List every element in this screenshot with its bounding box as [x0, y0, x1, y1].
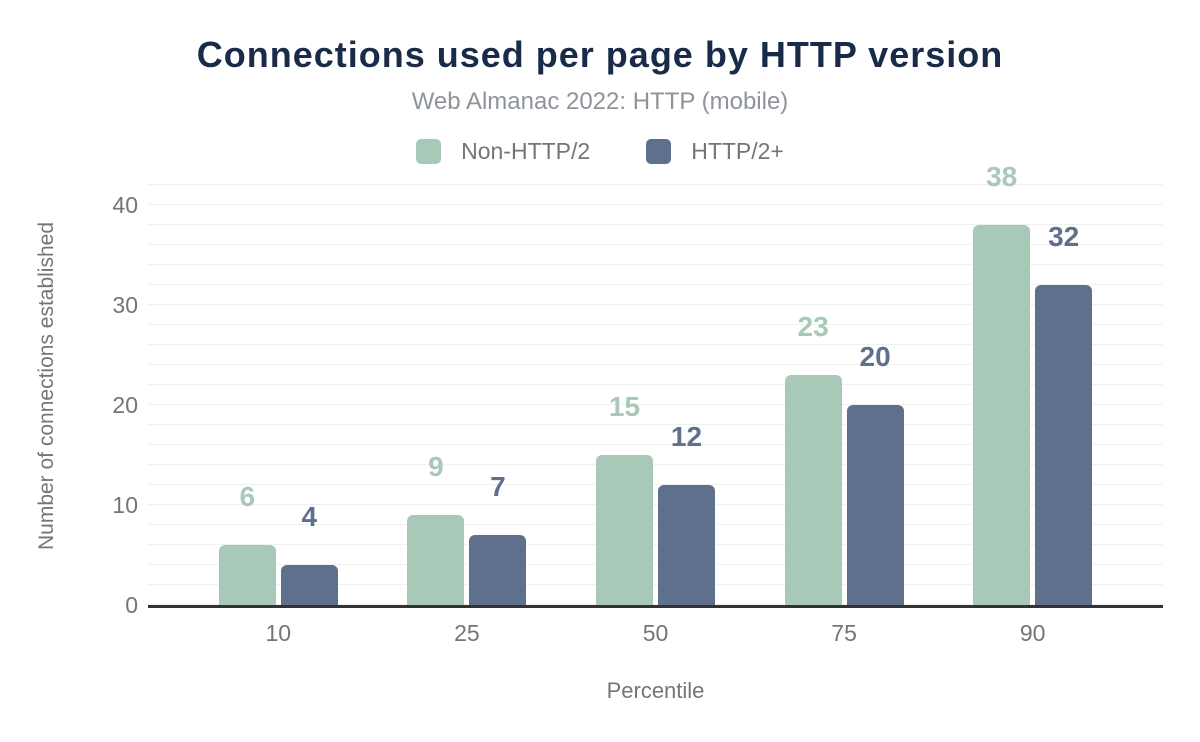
- bar-column: 9: [407, 451, 465, 605]
- value-label: 6: [239, 481, 256, 512]
- legend: Non-HTTP/2 HTTP/2+: [0, 138, 1200, 165]
- legend-item: HTTP/2+: [646, 138, 784, 165]
- y-tick-label: 0: [125, 592, 138, 618]
- bar: [469, 535, 527, 605]
- x-axis-title: Percentile: [606, 678, 705, 703]
- chart-subtitle: Web Almanac 2022: HTTP (mobile): [411, 88, 789, 115]
- bar-column: 32: [1035, 221, 1093, 605]
- plot-area: 6 4 9 7 15 12 23 20 38 32: [148, 163, 1163, 608]
- bar: [218, 545, 276, 605]
- bar-column: 23: [784, 311, 842, 605]
- bar-group: 38 32: [938, 163, 1127, 605]
- bar-column: 15: [595, 391, 653, 605]
- value-label: 38: [986, 161, 1018, 192]
- y-tick-label: 10: [112, 492, 138, 518]
- bar: [280, 565, 338, 605]
- y-tick-label: 30: [112, 292, 138, 318]
- value-label: 7: [490, 471, 506, 502]
- x-axis-ticks: 10 25 50 75 90: [148, 620, 1163, 647]
- bar: [784, 375, 842, 605]
- value-label: 4: [301, 501, 318, 532]
- plot-groups: 6 4 9 7 15 12 23 20 38 32: [148, 163, 1163, 605]
- x-tick-label: 50: [642, 620, 669, 646]
- bar-column: 4: [280, 501, 338, 605]
- value-label: 12: [670, 421, 703, 452]
- y-axis-title: Number of connections established: [35, 221, 58, 551]
- bar: [973, 225, 1031, 605]
- value-label: 15: [608, 391, 641, 422]
- legend-label: HTTP/2+: [691, 138, 784, 164]
- bar-column: 6: [218, 481, 276, 605]
- legend-swatch-icon: [646, 139, 672, 164]
- legend-label: Non-HTTP/2: [461, 138, 591, 164]
- bar: [846, 405, 904, 605]
- y-tick-label: 40: [112, 192, 138, 218]
- x-tick-label: 75: [831, 620, 857, 646]
- bar-column: 12: [657, 421, 715, 605]
- bar-column: 7: [469, 471, 527, 605]
- value-label: 23: [797, 311, 829, 342]
- x-tick-label: 10: [265, 620, 292, 646]
- bar: [595, 455, 653, 605]
- bar-group: 23 20: [750, 313, 939, 605]
- legend-item: Non-HTTP/2: [416, 138, 590, 165]
- y-tick-label: 20: [112, 392, 138, 418]
- x-tick-label: 90: [1019, 620, 1046, 646]
- chart-title: Connections used per page by HTTP versio…: [196, 34, 1004, 75]
- bar: [657, 485, 715, 605]
- value-label: 9: [428, 451, 444, 482]
- bar: [1035, 285, 1093, 605]
- value-label: 20: [859, 341, 891, 372]
- bar-group: 15 12: [561, 393, 750, 605]
- value-label: 32: [1048, 221, 1080, 252]
- x-tick-label: 25: [454, 620, 480, 646]
- bar-column: 38: [973, 161, 1031, 605]
- bar: [407, 515, 465, 605]
- bar-column: 20: [846, 341, 904, 605]
- y-axis-ticks: 0 10 20 30 40: [58, 168, 138, 618]
- legend-swatch-icon: [416, 139, 442, 164]
